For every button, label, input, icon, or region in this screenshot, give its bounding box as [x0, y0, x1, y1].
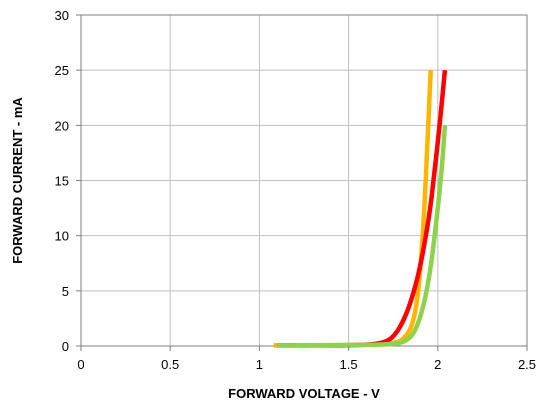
x-tick-label: 0.5 [161, 357, 179, 372]
x-axis-title: FORWARD VOLTAGE - V [228, 386, 380, 401]
x-tick-label: 0 [77, 357, 84, 372]
y-tick-label: 0 [62, 339, 69, 354]
x-tick-label: 2.5 [518, 357, 536, 372]
series-lines [273, 69, 448, 348]
y-axis-title: FORWARD CURRENT - mA [10, 97, 25, 264]
y-tick-label: 25 [55, 63, 69, 78]
y-tick-label: 5 [62, 284, 69, 299]
y-tick-label: 30 [55, 8, 69, 23]
x-tick-label: 2 [434, 357, 441, 372]
y-tick-label: 15 [55, 174, 69, 189]
x-tick-label: 1.5 [340, 357, 358, 372]
series-line-3 [277, 125, 448, 348]
grid-lines [81, 15, 527, 346]
y-tick-label: 20 [55, 118, 69, 133]
x-axis-ticks: 0 0.5 1 1.5 2 2.5 [77, 346, 536, 372]
y-axis-ticks: 0 5 10 15 20 25 30 [55, 8, 81, 354]
y-tick-label: 10 [55, 229, 69, 244]
x-tick-label: 1 [256, 357, 263, 372]
